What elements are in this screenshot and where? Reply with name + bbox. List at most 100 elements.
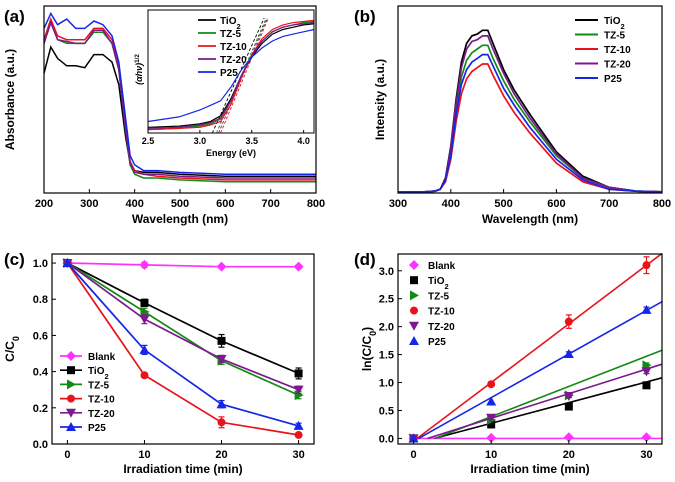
legend-d-label-blank: Blank xyxy=(428,261,456,272)
panel-d-x-tick-label: 10 xyxy=(485,449,497,461)
legend-a-label-tz-20: TZ-20 xyxy=(220,55,247,66)
inset-y-axis-label: (αhν)1/2 xyxy=(134,54,145,85)
legend-d-marker-tz-20 xyxy=(409,321,419,331)
legend-c-label-p25: P25 xyxy=(88,423,106,434)
series-line-c-tz-5 xyxy=(66,262,299,396)
panel-a-x-tick-label: 200 xyxy=(35,198,53,210)
panel-a-x-tick-label: 600 xyxy=(216,198,234,210)
data-point-c-tz-5 xyxy=(294,390,304,401)
inset-frame xyxy=(147,9,315,134)
inset-background xyxy=(148,10,314,133)
panel-a-y-axis-label: Absorbance (a.u.) xyxy=(3,49,17,150)
inset-tangent-tz-10 xyxy=(220,17,269,134)
data-point-d-p25 xyxy=(563,349,574,359)
panel-c-x-tick-label: 0 xyxy=(64,449,70,461)
legend-c-marker-blank xyxy=(66,351,76,361)
data-point-c-blank xyxy=(139,259,150,270)
panel-d-y-axis-label: ln(C/C0) xyxy=(360,327,378,371)
fit-line-d-p25 xyxy=(418,301,663,440)
panel-b-x-tick-label: 600 xyxy=(547,198,565,210)
panel-d-x-axis-label: Irradiation time (min) xyxy=(470,462,589,476)
panel-a-x-tick-label: 400 xyxy=(125,198,143,210)
data-point-d-tz-10 xyxy=(642,261,651,270)
panel-d-y-tick-label: 2.0 xyxy=(379,322,394,334)
panel-c-y-tick-label: 1.0 xyxy=(33,258,48,270)
panel-d-x-tick-label: 20 xyxy=(563,449,575,461)
panel-c-y-tick-label: 0.0 xyxy=(33,439,48,451)
inset-x-axis-label: Energy (eV) xyxy=(206,148,256,158)
legend-c-marker-p25 xyxy=(66,422,76,431)
legend-b-label-tz-20: TZ-20 xyxy=(604,60,631,71)
legend-d-marker-blank xyxy=(409,260,419,270)
legend-b-label-tio2: TiO2 xyxy=(604,16,625,31)
fit-line-d-tz-10 xyxy=(416,252,663,440)
panel-c-y-axis-label: C/C0 xyxy=(3,336,21,362)
legend-a-label-p25: P25 xyxy=(220,68,238,79)
legend-c-label-tz-20: TZ-20 xyxy=(88,409,115,420)
data-point-c-tio2 xyxy=(140,298,149,307)
data-point-c-tz-10 xyxy=(140,371,149,380)
data-point-c-tio2 xyxy=(294,369,303,378)
legend-c-label-tz-10: TZ-10 xyxy=(88,395,115,406)
inset-x-tick-label: 3.0 xyxy=(194,136,207,146)
legend-c-marker-tz-10 xyxy=(67,394,75,403)
series-line-a-tz-20 xyxy=(43,20,316,179)
data-point-c-tz-10 xyxy=(217,418,226,427)
legend-c-marker-tio2 xyxy=(67,366,75,375)
data-point-d-blank xyxy=(563,432,574,443)
panel-c-plot-frame xyxy=(51,253,315,445)
series-line-b-p25 xyxy=(397,53,663,193)
panel-d-y-tick-label: 2.5 xyxy=(379,294,394,306)
data-point-c-blank xyxy=(293,261,304,272)
series-line-c-blank xyxy=(67,262,299,268)
legend-b-label-tz-5: TZ-5 xyxy=(604,31,626,42)
panel-d-y-tick-label: 1.5 xyxy=(379,350,394,362)
data-point-d-blank xyxy=(641,432,652,443)
legend-b-label-p25: P25 xyxy=(604,74,622,85)
panel-b-x-tick-label: 300 xyxy=(389,198,407,210)
legend-d-marker-p25 xyxy=(409,336,419,345)
panel-b-x-tick-label: 400 xyxy=(442,198,460,210)
panel-c-y-tick-label: 0.2 xyxy=(33,403,48,415)
data-point-c-p25 xyxy=(139,344,150,354)
series-line-c-tio2 xyxy=(67,262,299,375)
inset-x-tick-label: 2.5 xyxy=(142,136,155,146)
legend-d-marker-tz-10 xyxy=(410,306,418,315)
panel-b-x-axis-label: Wavelength (nm) xyxy=(482,212,578,226)
data-point-d-tz-10 xyxy=(487,380,496,389)
data-point-c-p25 xyxy=(62,258,73,268)
panel-c-x-tick-label: 20 xyxy=(215,449,227,461)
inset-x-tick-label: 4.0 xyxy=(297,136,310,146)
panel-c-x-tick-label: 30 xyxy=(292,449,304,461)
legend-d-marker-tio2 xyxy=(410,276,418,285)
legend-d-label-tz-20: TZ-20 xyxy=(428,322,455,333)
series-line-a-tio2 xyxy=(43,45,316,177)
legend-d-label-tio2: TiO2 xyxy=(428,276,449,291)
data-point-d-p25 xyxy=(408,433,419,443)
panel-c-x-tick-label: 10 xyxy=(138,449,150,461)
panel-d-x-tick-label: 0 xyxy=(410,449,416,461)
legend-c-label-tz-5: TZ-5 xyxy=(88,380,110,391)
data-point-c-p25 xyxy=(293,420,304,430)
panel-label-a: (a) xyxy=(4,7,25,26)
panel-d-y-tick-label: 1.0 xyxy=(379,378,394,390)
panel-a-x-tick-label: 300 xyxy=(80,198,98,210)
panel-label-c: (c) xyxy=(4,250,25,269)
fit-line-d-tz-20 xyxy=(427,363,663,440)
inset-series-line-tz-20 xyxy=(147,22,315,129)
panel-label-b: (b) xyxy=(354,7,376,26)
panel-d-y-tick-label: 3.0 xyxy=(379,266,394,278)
panel-a-x-tick-label: 800 xyxy=(307,198,325,210)
legend-b-label-tz-10: TZ-10 xyxy=(604,45,631,56)
legend-d-label-tz-10: TZ-10 xyxy=(428,307,455,318)
data-point-c-tz-20 xyxy=(216,354,227,364)
panel-a-x-axis-label: Wavelength (nm) xyxy=(132,212,228,226)
data-point-c-tz-20 xyxy=(293,385,304,395)
panel-d-x-tick-label: 30 xyxy=(640,449,652,461)
panel-d-y-tick-label: 0.5 xyxy=(379,405,394,417)
data-point-d-p25 xyxy=(486,396,497,406)
data-point-d-blank xyxy=(486,432,497,443)
panel-d-lncc0-chart: 0 10 20 30 0.0 0.5 1.0 1.5 2.0 2.5 3.0 Irradiation … xyxy=(360,252,663,476)
data-point-d-tio2 xyxy=(642,381,651,390)
